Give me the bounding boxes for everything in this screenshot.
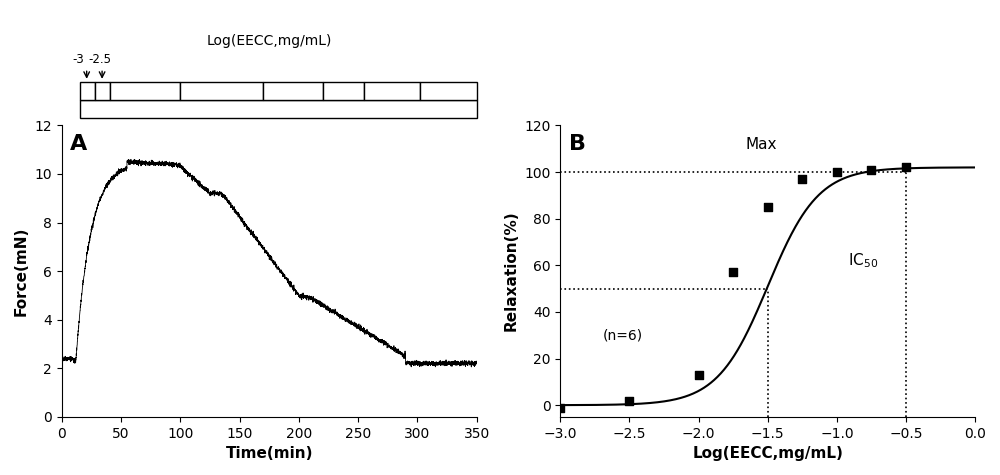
Text: -3: -3 — [73, 53, 84, 66]
Bar — [80, 100, 477, 118]
Text: -2: -2 — [140, 86, 151, 96]
Point — [863, 166, 879, 173]
Y-axis label: Force(mN): Force(mN) — [14, 227, 29, 316]
Bar — [364, 82, 420, 100]
Point — [725, 268, 741, 276]
Text: -1: -1 — [338, 86, 349, 96]
Point — [621, 397, 637, 404]
Text: Max: Max — [745, 137, 777, 152]
Text: -1.5: -1.5 — [211, 86, 233, 96]
Point — [691, 371, 707, 379]
Bar — [323, 82, 364, 100]
Text: 80 mmol·L⁻¹ K⁺: 80 mmol·L⁻¹ K⁺ — [227, 103, 329, 115]
Bar — [180, 82, 263, 100]
Point — [829, 168, 845, 176]
Y-axis label: Relaxation(%): Relaxation(%) — [504, 211, 519, 332]
X-axis label: Time(min): Time(min) — [225, 446, 313, 461]
Point — [552, 404, 568, 411]
Text: (n=6): (n=6) — [602, 328, 643, 342]
Text: -0.75: -0.75 — [378, 86, 406, 96]
Text: A: A — [70, 134, 87, 154]
Point — [794, 175, 810, 183]
Text: B: B — [569, 134, 586, 154]
Text: -1.25: -1.25 — [279, 86, 307, 96]
Bar — [95, 82, 110, 100]
Bar — [110, 82, 180, 100]
Bar — [420, 82, 477, 100]
Text: -2.5: -2.5 — [88, 53, 111, 66]
X-axis label: Log(EECC,mg/mL): Log(EECC,mg/mL) — [692, 446, 843, 461]
Text: -0.5: -0.5 — [437, 86, 459, 96]
Point — [760, 203, 776, 211]
Bar — [80, 82, 95, 100]
Bar — [263, 82, 323, 100]
Text: Log(EECC,mg/mL): Log(EECC,mg/mL) — [207, 34, 332, 48]
Point — [898, 163, 914, 171]
Text: IC$_{50}$: IC$_{50}$ — [848, 251, 878, 270]
